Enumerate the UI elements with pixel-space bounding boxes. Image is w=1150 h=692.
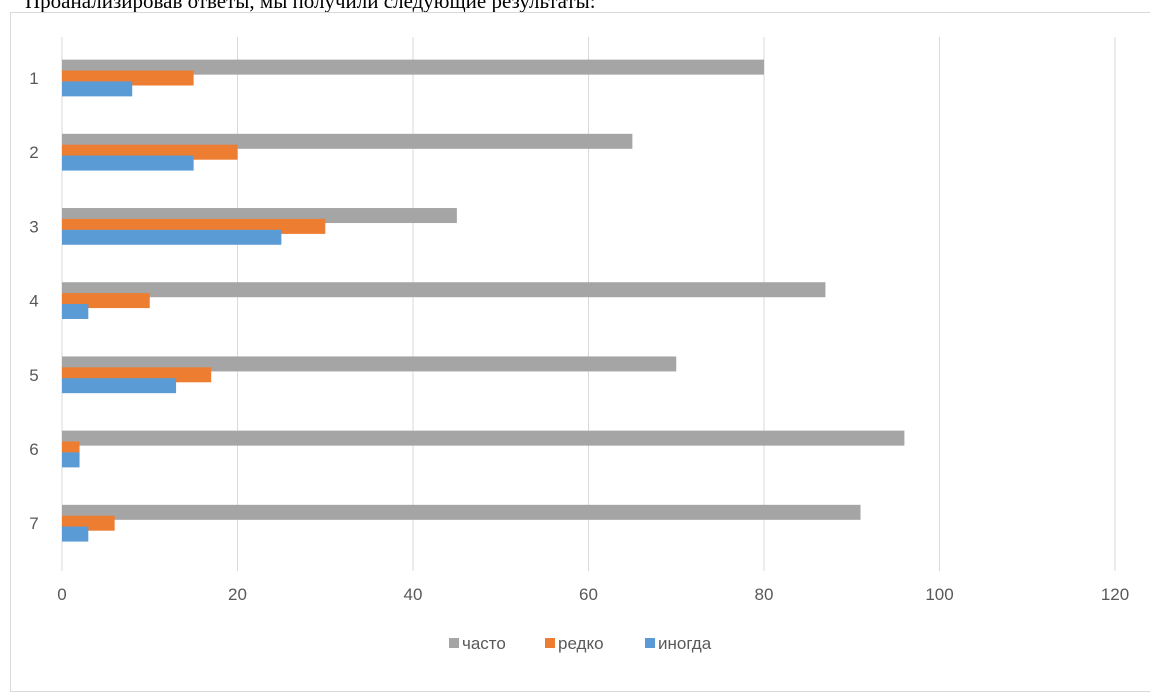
x-tick-labels: 0 20 40 60 80 100 120 — [57, 585, 1129, 604]
legend-label-иногда: иногда — [658, 634, 712, 653]
bar-часто-6 — [62, 430, 905, 446]
y-tick-label: 4 — [29, 292, 38, 311]
legend-label-редко: редко — [558, 634, 604, 653]
x-tick-label: 60 — [579, 585, 598, 604]
y-tick-label: 6 — [29, 440, 38, 459]
bar-часто-5 — [62, 356, 677, 372]
y-tick-label: 1 — [29, 69, 38, 88]
x-tick-label: 0 — [57, 585, 66, 604]
bar-иногда-1 — [62, 81, 133, 97]
legend-swatch-часто — [449, 638, 459, 648]
intro-text: Проанализировав ответы, мы получили след… — [25, 0, 596, 13]
x-tick-label: 100 — [925, 585, 953, 604]
bar-иногда-4 — [62, 303, 89, 319]
y-tick-label: 7 — [29, 514, 38, 533]
y-tick-label: 3 — [29, 217, 38, 236]
x-tick-label: 80 — [755, 585, 774, 604]
x-tick-label: 120 — [1101, 585, 1129, 604]
bar-chart: 0 20 40 60 80 100 120 1 2 3 4 5 6 7 часто редко иногда — [29, 37, 1129, 653]
bar-иногда-2 — [62, 155, 194, 171]
bar-иногда-6 — [62, 452, 80, 468]
y-tick-labels: 1 2 3 4 5 6 7 — [29, 69, 38, 533]
bar-иногда-3 — [62, 229, 282, 245]
x-tick-label: 20 — [228, 585, 247, 604]
bars — [62, 59, 905, 542]
x-tick-label: 40 — [404, 585, 423, 604]
bar-иногда-7 — [62, 526, 89, 542]
y-tick-label: 5 — [29, 366, 38, 385]
bar-иногда-5 — [62, 378, 177, 394]
legend-label-часто: часто — [462, 634, 506, 653]
y-tick-label: 2 — [29, 143, 38, 162]
legend-swatch-редко — [545, 638, 555, 648]
bar-часто-4 — [62, 282, 826, 298]
bar-часто-1 — [62, 59, 764, 75]
bar-часто-7 — [62, 504, 861, 520]
gridlines — [61, 37, 1116, 571]
legend: часто редко иногда — [449, 634, 712, 653]
legend-swatch-иногда — [645, 638, 655, 648]
